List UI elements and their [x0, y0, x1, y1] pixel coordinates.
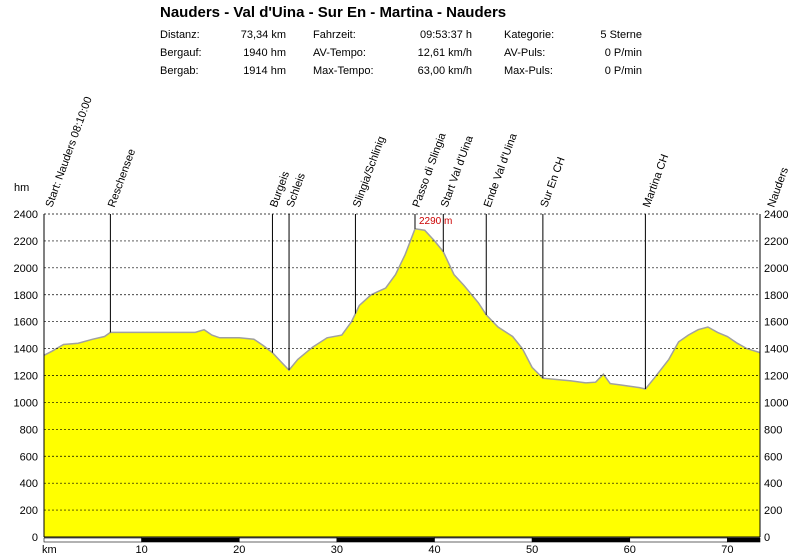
- y-tick-left-1800: 1800: [14, 290, 38, 302]
- stat-distance-value: 73,34 km: [240, 29, 286, 41]
- y-tick-right-1800: 1800: [764, 290, 788, 302]
- marker-label-8: Sur En CH: [538, 155, 567, 209]
- y-tick-left-800: 800: [20, 424, 38, 436]
- marker-label-7: Ende Val d'Uina: [482, 131, 520, 209]
- x-tick-30: 30: [331, 544, 343, 556]
- y-tick-right-1200: 1200: [764, 371, 788, 383]
- profile-area-group: [43, 227, 761, 538]
- km-band-20: [238, 537, 338, 543]
- axes-group: [43, 214, 761, 543]
- x-tick-60: 60: [624, 544, 636, 556]
- stat-ridetime-label: Fahrzeit:: [313, 29, 356, 41]
- x-tick-40: 40: [428, 544, 440, 556]
- stat-maxpulse-value: 0 P/min: [604, 65, 642, 77]
- km-band-40: [434, 537, 533, 543]
- stat-avgpulse-value: 0 P/min: [604, 47, 642, 59]
- stat-category-value: 5 Sterne: [600, 29, 642, 41]
- peak-annotation: 2290 m: [419, 216, 452, 227]
- page-title: Nauders - Val d'Uina - Sur En - Martina …: [160, 4, 507, 21]
- stat-distance-label: Distanz:: [160, 29, 200, 41]
- y-tick-right-800: 800: [764, 424, 782, 436]
- y-tick-left-200: 200: [20, 505, 38, 517]
- y-tick-right-400: 400: [764, 478, 782, 490]
- y-tick-left-0: 0: [32, 532, 38, 544]
- marker-label-9: Martina CH: [641, 153, 671, 209]
- stat-climb-value: 1940 hm: [243, 47, 286, 59]
- y-tick-right-1400: 1400: [764, 344, 788, 356]
- y-tick-left-400: 400: [20, 478, 38, 490]
- profile-line: [43, 227, 761, 390]
- stat-maxpulse-label: Max-Puls:: [504, 65, 553, 77]
- y-tick-left-2200: 2200: [14, 236, 38, 248]
- stat-descent-value: 1914 hm: [243, 65, 286, 77]
- marker-label-0: Start: Nauders 08:10:00: [44, 95, 95, 209]
- km-band-60: [629, 537, 728, 543]
- km-band-30: [336, 537, 435, 543]
- x-tick-70: 70: [721, 544, 733, 556]
- km-band-0: [43, 537, 142, 543]
- y-tick-left-1200: 1200: [14, 371, 38, 383]
- y-tick-left-1000: 1000: [14, 397, 38, 409]
- x-axis-label: km: [42, 544, 57, 556]
- y-tick-right-0: 0: [764, 532, 770, 544]
- stat-ridetime-value: 09:53:37 h: [420, 29, 472, 41]
- gridlines-group: [44, 213, 760, 538]
- stat-climb-label: Bergauf:: [160, 47, 202, 59]
- y-tick-left-1400: 1400: [14, 344, 38, 356]
- km-band-70: [727, 537, 761, 543]
- stat-avgpulse-label: AV-Puls:: [504, 47, 546, 59]
- stat-avgspeed-label: AV-Tempo:: [313, 47, 366, 59]
- profile-area: [44, 228, 760, 538]
- x-tick-50: 50: [526, 544, 538, 556]
- y-tick-right-2200: 2200: [764, 236, 788, 248]
- stat-descent-label: Bergab:: [160, 65, 199, 77]
- y-tick-right-200: 200: [764, 505, 782, 517]
- y-tick-left-2400: 2400: [14, 209, 38, 221]
- stat-maxspeed-value: 63,00 km/h: [417, 65, 472, 77]
- y-tick-right-2400: 2400: [764, 209, 788, 221]
- stat-category-label: Kategorie:: [504, 29, 555, 41]
- x-tick-10: 10: [136, 544, 148, 556]
- y-tick-right-1600: 1600: [764, 317, 788, 329]
- marker-label-1: Reschensee: [106, 147, 138, 209]
- marker-label-4: Slingia/Schlinig: [351, 135, 388, 209]
- stat-avgspeed-value: 12,61 km/h: [417, 47, 472, 59]
- y-tick-right-2000: 2000: [764, 263, 788, 275]
- km-band-50: [531, 537, 631, 543]
- y-tick-right-600: 600: [764, 451, 782, 463]
- y-tick-left-1600: 1600: [14, 317, 38, 329]
- y-axis-label: hm: [14, 182, 29, 194]
- marker-label-10: Nauders: [766, 165, 792, 209]
- y-tick-left-600: 600: [20, 451, 38, 463]
- x-tick-20: 20: [233, 544, 245, 556]
- km-band-10: [141, 537, 240, 543]
- tick-labels-group: 0 0 200 200 400 400 600 600 800 800 1000 1000 1200 12…: [14, 182, 789, 556]
- stat-maxspeed-label: Max-Tempo:: [313, 65, 374, 77]
- y-tick-right-1000: 1000: [764, 397, 788, 409]
- y-tick-left-2000: 2000: [14, 263, 38, 275]
